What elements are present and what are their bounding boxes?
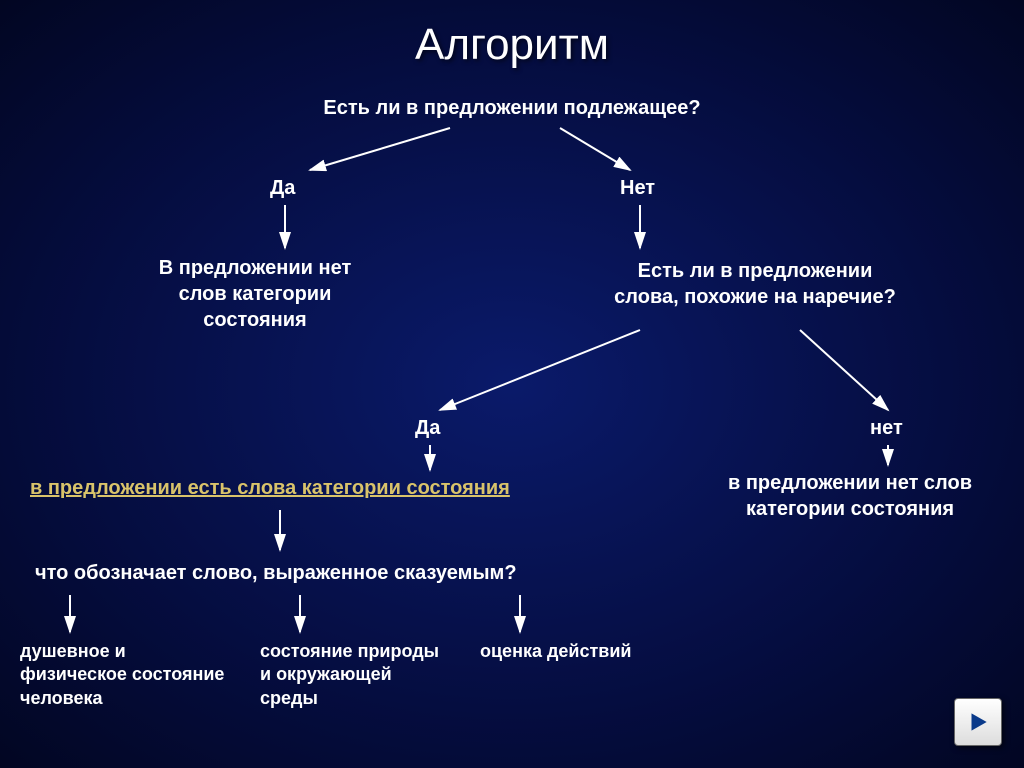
- branch-no-2: нет: [870, 415, 903, 441]
- branch-yes-1: Да: [270, 175, 295, 201]
- left-result: В предложении нет слов категории состоян…: [130, 255, 380, 333]
- leaf-action-eval: оценка действий: [480, 640, 680, 663]
- next-slide-button[interactable]: [954, 698, 1002, 746]
- leaf-mental-physical: душевное и физическое состояние человека: [20, 640, 240, 710]
- right-result: в предложении нет слов категории состоян…: [700, 470, 1000, 522]
- leaf-nature: состояние природы и окружающей среды: [260, 640, 460, 710]
- predicate-question: что обозначает слово, выраженное сказуем…: [35, 560, 595, 586]
- page-title: Алгоритм: [0, 20, 1024, 70]
- mid-result-link[interactable]: в предложении есть слова категории состо…: [30, 475, 550, 501]
- right-question: Есть ли в предложении слова, похожие на …: [555, 258, 955, 310]
- branch-no-1: Нет: [620, 175, 655, 201]
- branch-yes-2: Да: [415, 415, 440, 441]
- triangle-right-icon: [965, 709, 991, 735]
- root-question: Есть ли в предложении подлежащее?: [0, 95, 1024, 121]
